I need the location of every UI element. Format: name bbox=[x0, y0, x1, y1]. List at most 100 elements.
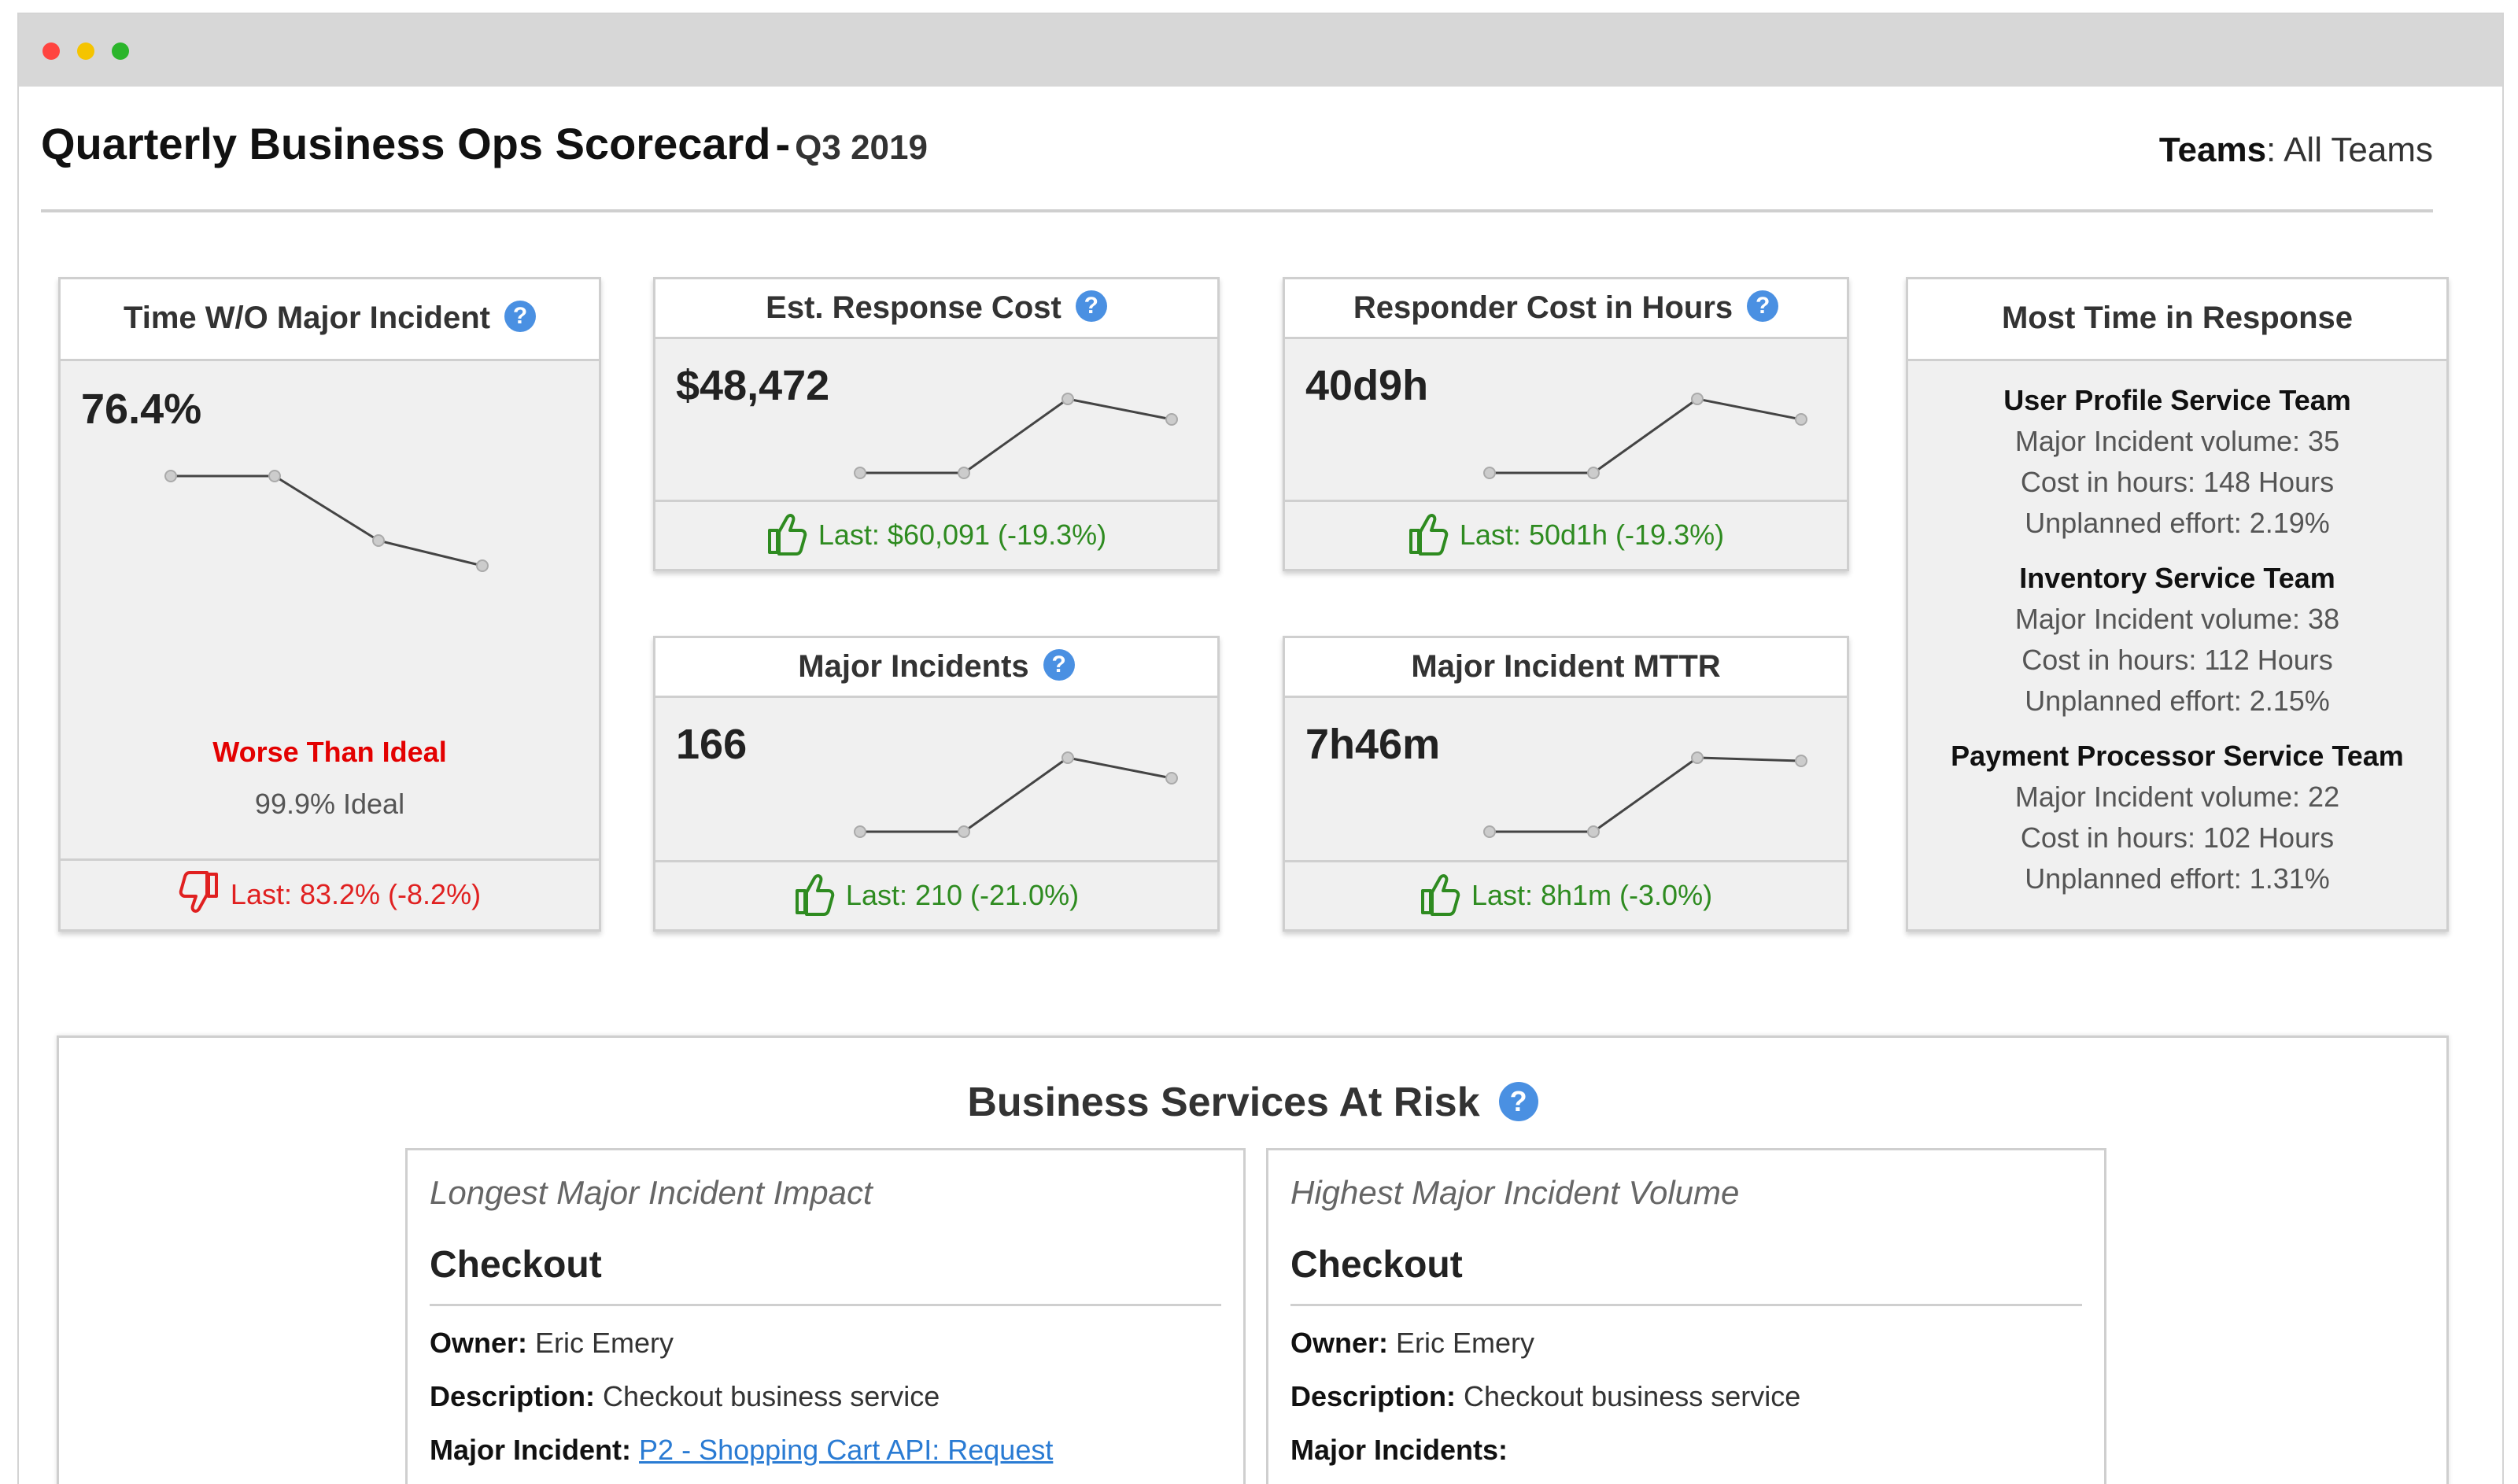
card-mttr: Major Incident MTTR 7h46m Last: 8h1m (-3… bbox=[1283, 636, 1849, 932]
close-window-button[interactable] bbox=[42, 42, 60, 60]
description-label: Description: bbox=[1290, 1380, 1457, 1412]
card-footer: Last: 210 (-21.0%) bbox=[655, 860, 1217, 929]
service-owner: Owner: Eric Emery bbox=[1290, 1327, 2082, 1360]
card-title: Major Incidents? bbox=[655, 638, 1217, 698]
period-label: Q3 2019 bbox=[795, 128, 928, 167]
team-cost: Cost in hours: 102 Hours bbox=[2020, 821, 2335, 854]
card-footer: Last: 8h1m (-3.0%) bbox=[1285, 860, 1847, 929]
metric-value: 7h46m bbox=[1305, 721, 1441, 768]
service-name: Checkout bbox=[430, 1243, 1221, 1306]
section-title: Business Services At Risk? bbox=[59, 1079, 2446, 1126]
card-title-text: Major Incidents bbox=[798, 649, 1029, 684]
owner-value: Eric Emery bbox=[535, 1327, 674, 1359]
service-card-highest-volume: Highest Major Incident Volume Checkout O… bbox=[1266, 1148, 2106, 1484]
description-label: Description: bbox=[430, 1380, 596, 1412]
business-services-at-risk-panel: Business Services At Risk? Longest Major… bbox=[57, 1035, 2449, 1484]
ideal-label: 99.9% Ideal bbox=[254, 788, 405, 820]
teams-value[interactable]: All Teams bbox=[2284, 131, 2433, 169]
team-cost: Cost in hours: 112 Hours bbox=[2021, 644, 2333, 676]
footer-text: Last: $60,091 (-19.3%) bbox=[818, 519, 1107, 551]
card-title-text: Major Incident MTTR bbox=[1411, 649, 1721, 684]
window-titlebar bbox=[19, 14, 2502, 87]
status-label: Worse Than Ideal bbox=[212, 736, 447, 768]
help-icon[interactable]: ? bbox=[1747, 290, 1779, 323]
help-icon[interactable]: ? bbox=[1043, 649, 1075, 681]
service-name: Checkout bbox=[1290, 1243, 2082, 1306]
card-title-text: Time W/O Major Incident bbox=[124, 301, 490, 335]
team-effort: Unplanned effort: 2.19% bbox=[2025, 507, 2330, 539]
team-volume: Major Incident volume: 35 bbox=[2014, 425, 2340, 457]
service-owner: Owner: Eric Emery bbox=[430, 1327, 1221, 1360]
help-icon[interactable]: ? bbox=[1498, 1082, 1538, 1122]
page-title-text: Quarterly Business Ops Scorecard bbox=[41, 119, 771, 168]
trend-sparkline bbox=[854, 393, 1178, 479]
card-responder-hours: Responder Cost in Hours? 40d9h Last: 50d… bbox=[1283, 277, 1849, 571]
owner-label: Owner: bbox=[430, 1327, 528, 1359]
trend-sparkline bbox=[164, 470, 489, 572]
thumbs-up-icon bbox=[767, 514, 807, 556]
page-title: Quarterly Business Ops Scorecard - Q3 2019 bbox=[41, 118, 928, 169]
service-description: Description: Checkout business service bbox=[430, 1380, 1221, 1413]
team-entry: User Profile Service Team Major Incident… bbox=[1908, 380, 2446, 544]
thumbs-up-icon bbox=[1420, 874, 1460, 917]
team-cost: Cost in hours: 148 Hours bbox=[2020, 466, 2335, 498]
card-footer: Last: $60,091 (-19.3%) bbox=[655, 500, 1217, 569]
team-volume: Major Incident volume: 38 bbox=[2014, 603, 2340, 635]
section-title-text: Business Services At Risk bbox=[967, 1080, 1480, 1125]
service-description: Description: Checkout business service bbox=[1290, 1380, 2082, 1413]
trend-sparkline bbox=[854, 751, 1178, 838]
incident-link[interactable]: P2 - Shopping Cart API: Request bbox=[639, 1434, 1054, 1466]
metric-value: 166 bbox=[676, 721, 748, 768]
teams-filter[interactable]: Teams: All Teams bbox=[2158, 131, 2433, 169]
card-title-text: Est. Response Cost bbox=[766, 290, 1061, 325]
thumbs-up-icon bbox=[795, 874, 835, 917]
service-card-longest-impact: Longest Major Incident Impact Checkout O… bbox=[405, 1148, 1246, 1484]
service-category: Highest Major Incident Volume bbox=[1290, 1174, 1740, 1211]
team-volume: Major Incident volume: 22 bbox=[2014, 781, 2340, 813]
metric-value: 40d9h bbox=[1305, 362, 1429, 409]
card-time-without-incident: Time W/O Major Incident? 76.4% Worse Tha… bbox=[58, 277, 601, 932]
team-list: User Profile Service Team Major Incident… bbox=[1908, 361, 2446, 899]
metric-value: 76.4% bbox=[81, 386, 202, 433]
footer-text: Last: 210 (-21.0%) bbox=[845, 879, 1080, 911]
incidents-label: Major Incidents: bbox=[1290, 1434, 1508, 1466]
card-title: Major Incident MTTR bbox=[1285, 638, 1847, 698]
card-title-text: Most Time in Response bbox=[2001, 301, 2353, 335]
card-title: Time W/O Major Incident? bbox=[61, 279, 599, 361]
trend-sparkline bbox=[1483, 393, 1807, 479]
card-major-incidents: Major Incidents? 166 Last: 210 (-21.0%) bbox=[653, 636, 1220, 932]
service-incidents: Major Incidents: bbox=[1290, 1434, 2082, 1467]
trend-sparkline bbox=[1483, 751, 1807, 838]
team-entry: Inventory Service Team Major Incident vo… bbox=[1908, 558, 2446, 722]
footer-text: Last: 8h1m (-3.0%) bbox=[1471, 879, 1713, 911]
description-value: Checkout business service bbox=[603, 1380, 940, 1412]
title-separator: - bbox=[775, 119, 791, 168]
help-icon[interactable]: ? bbox=[1075, 290, 1107, 323]
metric-value: $48,472 bbox=[676, 362, 830, 409]
card-title: Est. Response Cost? bbox=[655, 279, 1217, 339]
incident-label: Major Incident: bbox=[430, 1434, 632, 1466]
description-value: Checkout business service bbox=[1464, 1380, 1801, 1412]
footer-text: Last: 50d1h (-19.3%) bbox=[1459, 519, 1725, 551]
team-entry: Payment Processor Service Team Major Inc… bbox=[1908, 736, 2446, 899]
owner-label: Owner: bbox=[1290, 1327, 1389, 1359]
card-footer: Last: 50d1h (-19.3%) bbox=[1285, 500, 1847, 569]
card-title-text: Responder Cost in Hours bbox=[1353, 290, 1733, 325]
card-response-cost: Est. Response Cost? $48,472 Last: $60,09… bbox=[653, 277, 1220, 571]
help-icon[interactable]: ? bbox=[504, 301, 536, 333]
thumbs-up-icon bbox=[1409, 514, 1449, 556]
team-effort: Unplanned effort: 2.15% bbox=[2025, 685, 2330, 717]
footer-text: Last: 83.2% (-8.2%) bbox=[230, 878, 482, 910]
teams-label: Teams bbox=[2158, 131, 2267, 169]
service-category: Longest Major Incident Impact bbox=[430, 1174, 873, 1211]
team-name: Inventory Service Team bbox=[2019, 562, 2335, 594]
owner-value: Eric Emery bbox=[1396, 1327, 1535, 1359]
team-name: User Profile Service Team bbox=[2003, 384, 2351, 416]
card-footer: Last: 83.2% (-8.2%) bbox=[61, 858, 599, 929]
team-effort: Unplanned effort: 1.31% bbox=[2025, 862, 2330, 895]
team-name: Payment Processor Service Team bbox=[1951, 740, 2404, 772]
card-title: Most Time in Response bbox=[1908, 279, 2446, 361]
thumbs-down-icon bbox=[179, 871, 218, 914]
maximize-window-button[interactable] bbox=[112, 42, 129, 60]
minimize-window-button[interactable] bbox=[77, 42, 94, 60]
